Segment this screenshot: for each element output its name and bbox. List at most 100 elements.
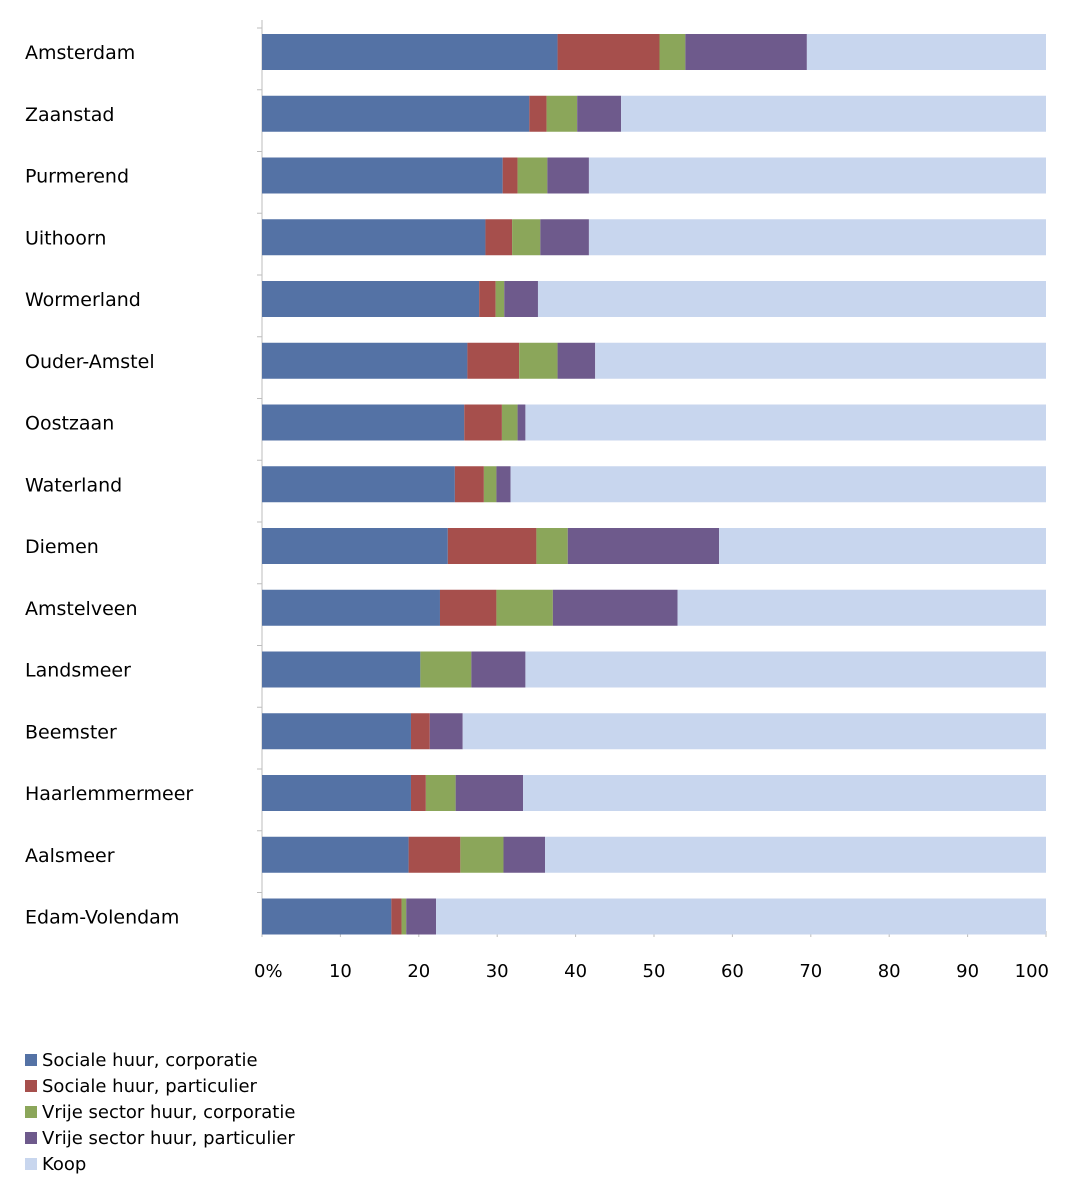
bar-segment — [588, 219, 1046, 256]
bar-segment — [420, 651, 472, 688]
legend: Sociale huur, corporatie Sociale huur, pa… — [25, 1047, 295, 1177]
bar-segment — [262, 404, 465, 441]
stacked-bar-chart: Amsterdam Zaanstad Purmerend Uithoorn Wormer… — [25, 20, 1049, 982]
category-label: Diemen — [25, 536, 99, 558]
bar-segment — [525, 651, 1046, 688]
bar-segment — [429, 713, 463, 750]
bar-segment — [503, 836, 546, 873]
bar-segment — [406, 898, 437, 935]
x-tick-label: 80 — [878, 961, 901, 982]
bar-segment — [447, 528, 537, 564]
category-label: Haarlemmermeer — [25, 783, 193, 805]
x-tick-label: 50 — [643, 961, 666, 982]
bar-segment — [557, 34, 660, 70]
category-label: Aalsmeer — [25, 845, 115, 867]
x-tick-label: 100 — [1015, 961, 1049, 982]
bar-segment — [685, 34, 807, 70]
bar-segment — [552, 589, 678, 626]
category-label: Purmerend — [25, 166, 129, 188]
bar-segment — [410, 775, 426, 811]
category-label: Wormerland — [25, 289, 141, 311]
bar-segment — [677, 589, 1046, 626]
bar-segment — [512, 219, 541, 256]
bar-segment — [546, 95, 578, 132]
legend-swatch — [25, 1132, 37, 1144]
bar-segment — [425, 775, 456, 811]
bar-segment — [391, 898, 402, 935]
category-label: Oostzaan — [25, 413, 114, 435]
category-labels: Amsterdam Zaanstad Purmerend Uithoorn Wormer… — [25, 42, 193, 929]
bar-segment — [454, 466, 484, 503]
bar-segment — [455, 775, 524, 811]
bar-segment — [504, 281, 538, 317]
x-tick-label: 90 — [956, 961, 979, 982]
bar-segment — [262, 34, 558, 70]
bar-segment — [262, 898, 392, 935]
bar-segment — [557, 342, 596, 379]
bar-segment — [408, 836, 461, 873]
bar-segment — [262, 342, 468, 379]
bar-segment — [588, 157, 1046, 194]
bar-segment — [401, 898, 407, 935]
bar-segment — [479, 281, 496, 317]
category-label: Waterland — [25, 474, 122, 496]
legend-item: Vrije sector huur, particulier — [25, 1125, 295, 1151]
bar-segment — [495, 281, 505, 317]
bar-segment — [262, 836, 409, 873]
category-label: Amstelveen — [25, 598, 138, 620]
bar-segment — [537, 281, 1046, 317]
legend-item: Vrije sector huur, corporatie — [25, 1099, 295, 1125]
bar-segment — [536, 528, 568, 564]
bar-segment — [485, 219, 513, 256]
bar-segment — [262, 651, 421, 688]
bar-segment — [483, 466, 497, 503]
bar-segment — [262, 589, 440, 626]
bar-segment — [719, 528, 1046, 564]
x-tick-label: 40 — [564, 961, 587, 982]
bar-segment — [439, 589, 497, 626]
legend-item: Sociale huur, particulier — [25, 1073, 295, 1099]
bar-segment — [262, 95, 530, 132]
bar-segment — [262, 281, 480, 317]
x-tick-label: 30 — [486, 961, 509, 982]
bar-segment — [262, 775, 411, 811]
bars — [262, 34, 1047, 935]
x-tick-label: 10 — [329, 961, 352, 982]
category-label: Amsterdam — [25, 42, 135, 64]
bar-segment — [529, 95, 547, 132]
bar-segment — [547, 157, 589, 194]
legend-swatch — [25, 1158, 37, 1170]
legend-swatch — [25, 1080, 37, 1092]
bar-segment — [502, 157, 518, 194]
bar-segment — [501, 404, 518, 441]
bar-segment — [567, 528, 720, 564]
bar-segment — [436, 898, 1047, 935]
bar-segment — [510, 466, 1046, 503]
bar-segment — [460, 836, 504, 873]
category-label: Zaanstad — [25, 104, 114, 126]
bar-segment — [262, 528, 448, 564]
x-tick-label: 0% — [254, 961, 283, 982]
legend-item: Koop — [25, 1151, 295, 1177]
category-label: Uithoorn — [25, 227, 106, 249]
bar-segment — [462, 713, 1047, 750]
bar-segment — [467, 342, 520, 379]
bar-segment — [496, 466, 511, 503]
bar-segment — [525, 404, 1046, 441]
category-label: Beemster — [25, 721, 117, 743]
category-label: Edam-Volendam — [25, 907, 179, 929]
x-tick-label: 70 — [799, 961, 822, 982]
x-tick-label: 20 — [407, 961, 430, 982]
legend-swatch — [25, 1106, 37, 1118]
bar-segment — [262, 157, 503, 194]
legend-label: Koop — [42, 1153, 87, 1175]
legend-item: Sociale huur, corporatie — [25, 1047, 295, 1073]
category-label: Landsmeer — [25, 660, 131, 682]
bar-segment — [517, 404, 526, 441]
legend-label: Vrije sector huur, corporatie — [42, 1101, 296, 1123]
legend-label: Vrije sector huur, particulier — [42, 1127, 295, 1149]
bar-segment — [659, 34, 686, 70]
bar-segment — [464, 404, 502, 441]
bar-segment — [540, 219, 589, 256]
bar-segment — [262, 466, 455, 503]
